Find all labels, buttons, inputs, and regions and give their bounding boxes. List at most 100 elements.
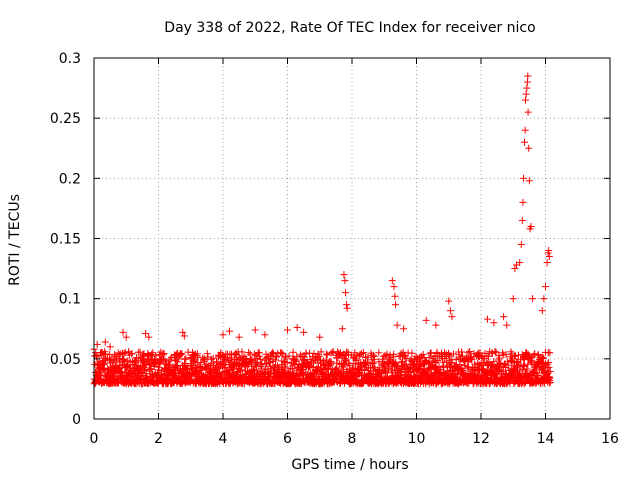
y-tick-label: 0.15 [50, 232, 81, 248]
data-point [483, 315, 491, 323]
data-point [179, 328, 187, 336]
data-point [503, 321, 511, 329]
data-point [341, 277, 349, 285]
x-tick-label: 0 [90, 431, 99, 447]
data-point [106, 343, 114, 351]
data-point [156, 360, 164, 368]
data-point [171, 371, 179, 379]
data-point [524, 72, 532, 80]
data-point [278, 349, 286, 357]
data-point [518, 216, 526, 224]
data-point [392, 301, 400, 309]
data-point [148, 350, 156, 358]
y-tick-label: 0 [72, 412, 81, 428]
y-axis-label: ROTI / TECUs [7, 194, 23, 286]
y-tick-label: 0.05 [50, 352, 81, 368]
data-point [519, 198, 527, 206]
data-point [388, 277, 396, 285]
data-point [181, 355, 189, 363]
data-point [284, 326, 291, 334]
data-point [546, 349, 554, 357]
data-point [235, 333, 243, 341]
x-tick-label: 2 [154, 431, 163, 447]
x-tick-label: 14 [537, 431, 555, 447]
data-point [137, 363, 145, 371]
data-point [422, 316, 430, 324]
data-point [182, 355, 190, 363]
y-tick-label: 0.1 [59, 292, 81, 308]
data-point [524, 108, 532, 116]
data-point [160, 356, 168, 364]
data-point [251, 326, 259, 334]
x-tick-label: 10 [408, 431, 426, 447]
y-tick-label: 0.25 [50, 111, 81, 127]
data-point [147, 365, 155, 373]
data-point [393, 321, 401, 329]
data-point [338, 325, 346, 333]
data-point [540, 295, 548, 303]
data-point [446, 307, 454, 315]
data-point [390, 283, 398, 291]
data-point [522, 96, 530, 104]
data-point [511, 265, 519, 273]
data-point [150, 363, 158, 371]
data-point [225, 327, 233, 335]
data-point [490, 319, 498, 327]
data-point [500, 313, 508, 321]
data-point [343, 304, 351, 312]
data-point [432, 321, 440, 329]
data-point [538, 307, 546, 315]
data-point [448, 313, 456, 321]
data-point [128, 350, 136, 358]
x-tick-label: 16 [601, 431, 619, 447]
data-point [145, 333, 153, 341]
data-point [523, 78, 531, 86]
data-point [529, 295, 537, 303]
data-point [342, 289, 350, 297]
data-point [203, 350, 211, 358]
data-point [141, 364, 149, 372]
data-point [173, 361, 181, 369]
data-point [214, 365, 222, 373]
data-point [293, 324, 301, 332]
data-point [300, 328, 308, 336]
data-point [221, 354, 229, 362]
x-tick-label: 6 [283, 431, 292, 447]
data-point [343, 301, 351, 309]
y-tick-label: 0.2 [59, 171, 81, 187]
data-point [160, 350, 168, 358]
data-point [166, 355, 174, 363]
data-point [521, 126, 529, 134]
x-axis-ticks: 0 2 4 6 8 10 12 14 16 [90, 58, 619, 447]
grid [94, 58, 610, 419]
data-point [93, 340, 101, 348]
data-point [517, 241, 525, 249]
data-point [316, 333, 324, 341]
chart-title: Day 338 of 2022, Rate Of TEC Index for r… [164, 20, 535, 36]
data-point [122, 333, 130, 341]
data-point [289, 348, 297, 356]
data-point [509, 295, 517, 303]
data-point [149, 349, 157, 357]
data-point [525, 144, 533, 152]
data-point [523, 84, 531, 92]
x-tick-label: 12 [472, 431, 490, 447]
data-point [282, 353, 290, 361]
data-point [178, 350, 186, 358]
x-axis-label: GPS time / hours [291, 457, 408, 473]
data-point [245, 349, 253, 357]
data-point [172, 370, 180, 378]
x-tick-label: 8 [348, 431, 357, 447]
data-point [120, 350, 128, 358]
data-point [142, 330, 150, 338]
y-tick-label: 0.3 [59, 51, 81, 67]
data-point [340, 271, 348, 279]
data-point [209, 354, 217, 362]
data-point [180, 332, 188, 340]
data-point [219, 331, 227, 339]
data-point [116, 351, 124, 359]
data-points [90, 72, 554, 388]
data-point [111, 352, 119, 360]
data-point [93, 352, 101, 360]
